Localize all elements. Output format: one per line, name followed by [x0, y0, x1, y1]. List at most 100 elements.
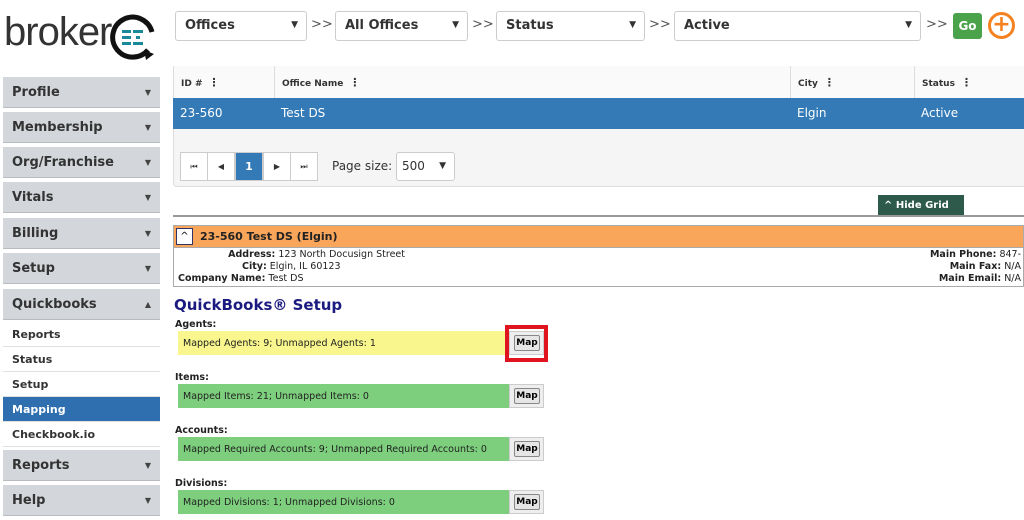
column-menu-icon[interactable]: ⋮ [960, 76, 972, 89]
column-header-office-name[interactable]: Office Name ⋮ [274, 66, 790, 98]
filter-field-value: Status [506, 18, 554, 33]
map-button[interactable]: Map [514, 441, 540, 457]
section-label: Items: [175, 372, 209, 383]
sidebar-item-setup[interactable]: Setup ▼ [3, 253, 160, 284]
caret-down-icon: ▼ [144, 158, 151, 167]
add-icon[interactable]: + [988, 12, 1015, 39]
email-value: N/A [1004, 273, 1021, 284]
table-cell-city[interactable]: Elgin [790, 98, 914, 129]
filter-field-dropdown[interactable]: Status ▼ [496, 11, 645, 41]
sidebar-item-label: Quickbooks [12, 297, 97, 312]
caret-down-icon: ▼ [144, 229, 151, 238]
caret-down-icon: ▼ [144, 461, 151, 470]
page-size-dropdown[interactable]: 500 ▼ [396, 152, 455, 181]
first-page-button[interactable]: ⏮ [180, 152, 208, 181]
caret-down-icon: ▼ [291, 20, 298, 30]
mapping-status: Mapped Agents: 9; Unmapped Agents: 1 [178, 331, 509, 355]
sidebar-subitem-mapping[interactable]: Mapping [3, 397, 160, 422]
mapping-status: Mapped Required Accounts: 9; Unmapped Re… [178, 437, 509, 461]
sidebar-subitem-setup[interactable]: Setup [3, 372, 160, 397]
separator: >> [649, 17, 671, 32]
map-button-wrap: Map [509, 331, 544, 355]
office-details: Address: 123 North Docusign Street City:… [173, 247, 1024, 287]
sidebar-subitem-reports[interactable]: Reports [3, 322, 160, 347]
map-button[interactable]: Map [514, 335, 540, 351]
phone-value: 847- [999, 249, 1021, 260]
map-button-wrap: Map [509, 437, 544, 461]
page-size-value: 500 [402, 159, 425, 173]
city-label: City: [242, 261, 267, 272]
column-header-city[interactable]: City ⋮ [790, 66, 914, 98]
collapse-chevron-icon[interactable]: ^ [176, 228, 193, 245]
page-1-button[interactable]: 1 [235, 152, 263, 181]
sidebar-subitem-checkbook-io[interactable]: Checkbook.io [3, 422, 160, 447]
sidebar-item-label: Profile [12, 85, 60, 100]
mapping-status: Mapped Divisions: 1; Unmapped Divisions:… [178, 490, 509, 514]
mapping-status: Mapped Items: 21; Unmapped Items: 0 [178, 384, 509, 408]
prev-page-button[interactable]: ◀ [207, 152, 235, 181]
filter-type-value: Offices [185, 18, 235, 33]
sidebar-subitem-status[interactable]: Status [3, 347, 160, 372]
filter-value-value: Active [684, 18, 730, 33]
sidebar-item-quickbooks[interactable]: Quickbooks ▲ [3, 289, 160, 320]
sidebar-item-label: Help [12, 493, 46, 508]
filter-type-dropdown[interactable]: Offices ▼ [175, 11, 307, 41]
column-label: City [798, 79, 818, 89]
sidebar-item-membership[interactable]: Membership ▼ [3, 112, 160, 143]
table-cell-office-name[interactable]: Test DS [274, 98, 790, 129]
office-header: 23-560 Test DS (Elgin) [173, 225, 1024, 248]
sidebar-item-reports[interactable]: Reports ▼ [3, 450, 160, 481]
sidebar-item-profile[interactable]: Profile ▼ [3, 77, 160, 108]
caret-down-icon: ▼ [144, 193, 151, 202]
section-label: Agents: [175, 319, 217, 330]
sidebar-item-label: Membership [12, 120, 103, 135]
table-cell-id[interactable]: 23-560 [173, 98, 274, 129]
fax-value: N/A [1004, 261, 1021, 272]
address-value: 123 North Docusign Street [278, 249, 405, 260]
section-label: Accounts: [175, 425, 228, 436]
column-menu-icon[interactable]: ⋮ [208, 76, 220, 89]
column-menu-icon[interactable]: ⋮ [823, 76, 835, 89]
next-page-button[interactable]: ▶ [263, 152, 291, 181]
email-label: Main Email: [938, 273, 1002, 284]
separator: >> [472, 17, 494, 32]
filter-office-value: All Offices [345, 18, 419, 33]
separator: >> [926, 17, 948, 32]
sidebar-item-label: Billing [12, 226, 59, 241]
column-header-id[interactable]: ID # ⋮ [173, 66, 274, 98]
sidebar-item-org-franchise[interactable]: Org/Franchise ▼ [3, 147, 160, 178]
sidebar-item-label: Org/Franchise [12, 155, 114, 170]
logo-icon [110, 14, 155, 60]
company-label: Company Name: [178, 273, 266, 284]
filter-office-dropdown[interactable]: All Offices ▼ [335, 11, 468, 41]
fax-label: Main Fax: [949, 261, 1002, 272]
caret-down-icon: ▼ [144, 264, 151, 273]
divider [173, 215, 1024, 217]
go-button[interactable]: Go [953, 13, 982, 39]
map-button[interactable]: Map [514, 494, 540, 510]
chevron-up-icon: ^ [884, 200, 896, 211]
sidebar-item-billing[interactable]: Billing ▼ [3, 218, 160, 249]
table-cell-status[interactable]: Active [914, 98, 1024, 129]
sidebar-item-label: Reports [12, 458, 70, 473]
last-page-button[interactable]: ⏭ [290, 152, 318, 181]
filter-value-dropdown[interactable]: Active ▼ [674, 11, 921, 41]
separator: >> [311, 17, 333, 32]
sidebar-item-vitals[interactable]: Vitals ▼ [3, 182, 160, 213]
column-menu-icon[interactable]: ⋮ [349, 76, 361, 89]
sidebar-item-label: Setup [12, 261, 55, 276]
city-value: Elgin, IL 60123 [269, 261, 341, 272]
column-label: Status [922, 79, 955, 89]
hide-grid-button[interactable]: ^ Hide Grid [878, 195, 964, 216]
sidebar-item-help[interactable]: Help ▼ [3, 485, 160, 516]
caret-down-icon: ▼ [144, 496, 151, 505]
map-button[interactable]: Map [514, 388, 540, 404]
company-value: Test DS [268, 273, 304, 284]
column-header-status[interactable]: Status ⋮ [914, 66, 1024, 98]
caret-down-icon: ▼ [439, 161, 446, 171]
logo[interactable]: broker [4, 10, 112, 54]
sidebar-item-label: Vitals [12, 190, 54, 205]
caret-up-icon: ▲ [144, 300, 151, 309]
map-button-wrap: Map [509, 384, 544, 408]
caret-down-icon: ▼ [144, 88, 151, 97]
